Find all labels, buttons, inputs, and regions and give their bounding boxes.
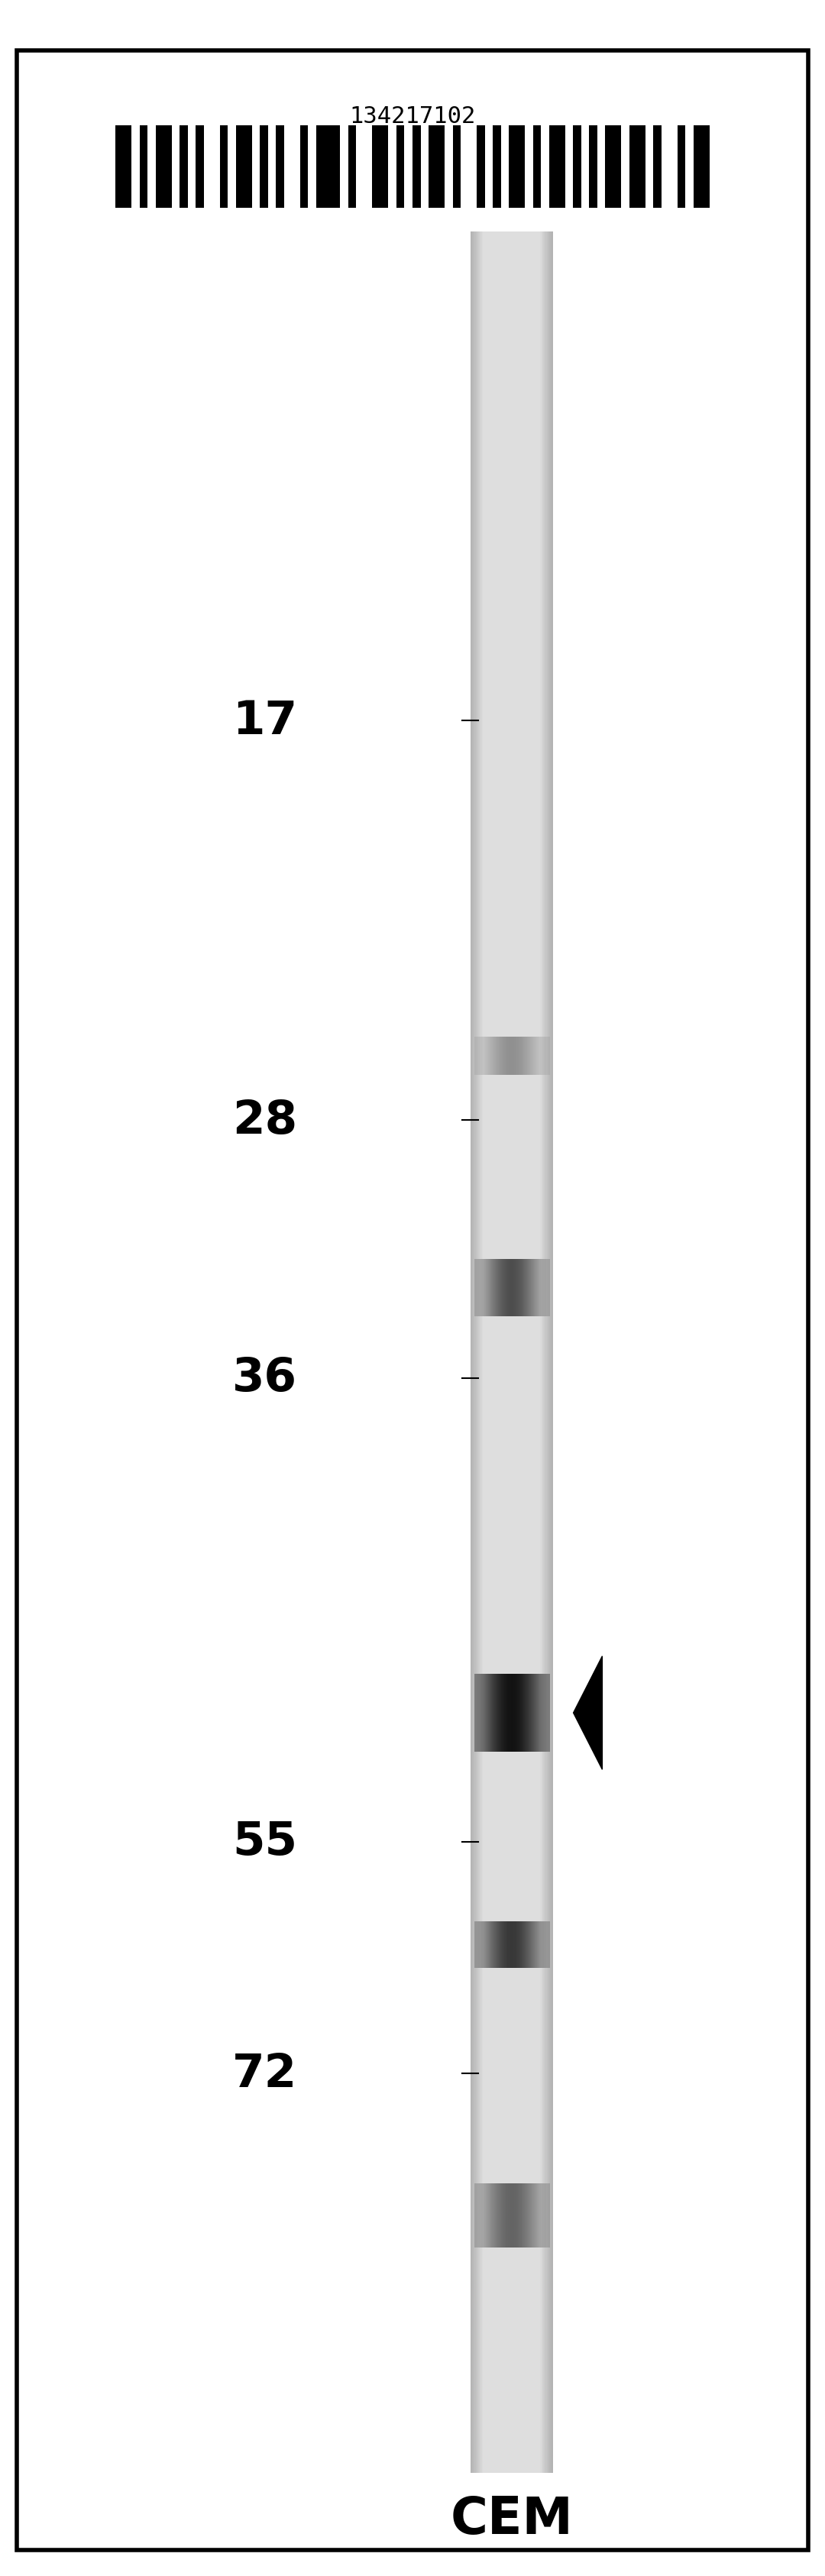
Bar — [548, 232, 553, 2473]
Bar — [219, 126, 228, 209]
Bar — [542, 232, 553, 2473]
Bar — [549, 232, 553, 2473]
Bar — [470, 232, 474, 2473]
Bar — [543, 232, 553, 2473]
Bar — [544, 232, 553, 2473]
Bar — [545, 232, 553, 2473]
Bar — [549, 1674, 550, 1752]
Bar — [470, 232, 481, 2473]
Bar — [549, 1260, 550, 1316]
Bar — [470, 232, 479, 2473]
Text: 134217102: 134217102 — [349, 106, 476, 129]
Bar — [348, 126, 356, 209]
Bar — [260, 126, 268, 209]
Bar — [509, 126, 525, 209]
Bar — [549, 126, 565, 209]
Bar — [540, 232, 553, 2473]
Bar — [606, 126, 621, 209]
Bar — [372, 126, 389, 209]
Bar — [276, 126, 284, 209]
Text: 36: 36 — [232, 1355, 297, 1401]
Bar — [316, 126, 340, 209]
Bar — [428, 126, 445, 209]
Bar — [412, 126, 421, 209]
Bar — [549, 232, 553, 2473]
Bar — [470, 232, 475, 2473]
Bar — [544, 232, 553, 2473]
Bar — [470, 232, 482, 2473]
Bar — [477, 126, 485, 209]
Text: CEM: CEM — [450, 2494, 573, 2545]
Text: 72: 72 — [232, 2050, 297, 2097]
Bar — [549, 2184, 550, 2246]
Bar — [470, 232, 472, 2473]
Bar — [156, 126, 172, 209]
Text: 28: 28 — [232, 1097, 297, 1144]
Bar — [470, 232, 476, 2473]
Bar — [236, 126, 252, 209]
Bar — [589, 126, 597, 209]
Bar — [549, 1036, 550, 1077]
Bar — [196, 126, 204, 209]
Bar — [546, 232, 553, 2473]
Bar — [397, 126, 404, 209]
Bar — [470, 232, 471, 2473]
Bar — [493, 126, 501, 209]
Bar — [470, 232, 483, 2473]
Bar — [552, 232, 553, 2473]
Bar — [694, 126, 709, 209]
Bar — [470, 232, 474, 2473]
Bar — [470, 232, 478, 2473]
Bar — [470, 232, 480, 2473]
Bar — [541, 232, 553, 2473]
Bar — [549, 1922, 550, 1968]
Bar — [470, 232, 473, 2473]
Bar — [551, 232, 553, 2473]
Bar — [180, 126, 188, 209]
Bar — [653, 126, 662, 209]
Text: 55: 55 — [232, 1819, 297, 1865]
Bar — [300, 126, 309, 209]
Bar — [116, 126, 131, 209]
Bar — [453, 126, 460, 209]
Text: 17: 17 — [232, 698, 297, 744]
Bar — [550, 232, 553, 2473]
Bar — [629, 126, 645, 209]
Bar — [573, 126, 581, 209]
Bar — [470, 232, 553, 2473]
Bar — [533, 126, 541, 209]
Polygon shape — [573, 1656, 602, 1770]
Bar — [677, 126, 686, 209]
Bar — [470, 232, 478, 2473]
Bar — [139, 126, 148, 209]
